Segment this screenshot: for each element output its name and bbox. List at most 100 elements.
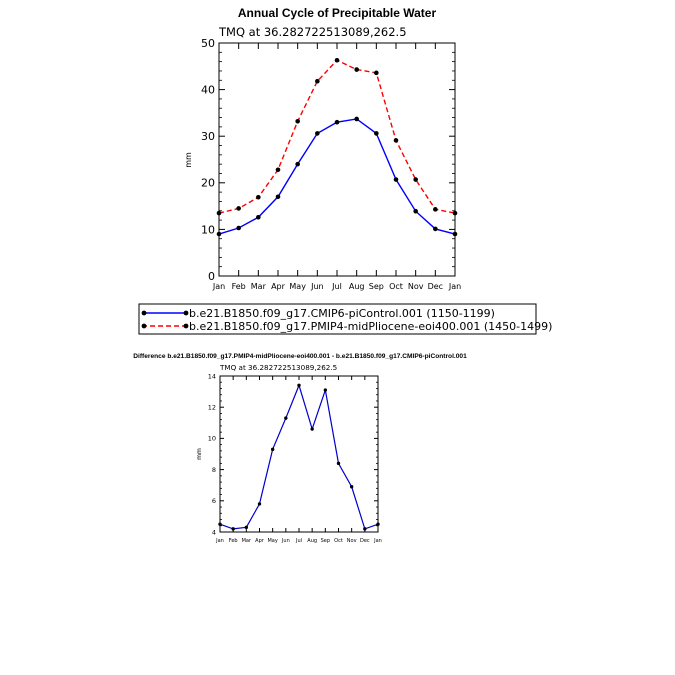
x-tick-label: Oct xyxy=(334,538,343,544)
y-tick-label: 6 xyxy=(212,497,216,505)
y-tick-label: 0 xyxy=(208,270,215,283)
series-0-point xyxy=(393,177,399,182)
x-tick-label: Jan xyxy=(215,538,224,544)
x-tick-label: Jun xyxy=(281,538,290,544)
x-tick-label: Sep xyxy=(321,538,330,544)
bottom-chart-title: Difference b.e21.B1850.f09_g17.PMIP4-mid… xyxy=(133,353,467,360)
top-chart-series xyxy=(216,57,458,237)
top-chart-title: Annual Cycle of Precipitable Water xyxy=(238,6,437,20)
y-tick-label: 10 xyxy=(201,223,215,236)
series-0-point xyxy=(244,525,249,530)
y-tick-label: 30 xyxy=(201,130,215,143)
top-chart-ylabel: mm xyxy=(184,152,193,168)
x-tick-label: Nov xyxy=(408,282,424,291)
series-1-point xyxy=(354,67,359,72)
top-chart-ticks: 0 10 20 30 40 50 Jan Feb Mar Apr May Jun Jul Aug Sep Oc… xyxy=(201,37,461,291)
series-0-point xyxy=(336,461,341,466)
series-line-1 xyxy=(218,59,456,214)
series-0-point xyxy=(256,214,261,220)
series-0-point xyxy=(315,131,320,136)
y-tick-label: 8 xyxy=(212,466,216,474)
series-0-point xyxy=(218,522,222,526)
y-tick-label: 20 xyxy=(201,177,215,190)
series-0-point xyxy=(257,502,262,506)
x-tick-label: Jan xyxy=(212,282,225,291)
series-0-point xyxy=(236,225,241,231)
x-tick-label: Jun xyxy=(310,282,324,291)
legend-marker-pliocene-b xyxy=(183,323,189,329)
y-tick-label: 50 xyxy=(201,37,215,50)
legend: b.e21.B1850.f09_g17.CMIP6-piControl.001 … xyxy=(138,303,552,335)
x-tick-label: Sep xyxy=(369,282,384,291)
x-tick-label: Oct xyxy=(389,282,403,291)
series-0-point xyxy=(231,527,235,531)
bottom-chart-ticks: 4 6 8 10 12 14 Jan Feb Mar Apr May Jun Jul Aug Sep Oct N… xyxy=(208,372,382,544)
series-0-point xyxy=(413,208,418,214)
series-1-point xyxy=(315,78,320,84)
x-tick-label: Feb xyxy=(229,538,238,544)
bottom-chart-subtitle: TMQ at 36.282722513089,262.5 xyxy=(219,363,337,372)
y-tick-label: 14 xyxy=(208,372,216,380)
x-tick-label: Mar xyxy=(242,538,252,544)
legend-label-pliocene: b.e21.B1850.f09_g17.PMIP4-midPliocene-eo… xyxy=(189,320,552,333)
top-chart: Annual Cycle of Precipitable Water TMQ a… xyxy=(184,6,461,291)
x-tick-label: May xyxy=(289,282,306,291)
series-line-0 xyxy=(219,383,379,530)
series-1-point xyxy=(295,118,300,124)
x-tick-label: Feb xyxy=(232,282,246,291)
series-0-point xyxy=(452,231,458,237)
x-tick-label: Dec xyxy=(360,538,370,544)
series-0-point xyxy=(216,231,222,237)
series-1-point xyxy=(256,194,261,200)
x-tick-label: Aug xyxy=(349,282,365,291)
series-1-point xyxy=(413,177,418,182)
series-1-point xyxy=(236,206,241,211)
bottom-chart-series xyxy=(218,383,380,531)
x-tick-label: May xyxy=(267,538,277,544)
x-tick-label: Apr xyxy=(255,538,265,544)
x-tick-label: Dec xyxy=(428,282,443,291)
x-tick-label: Jul xyxy=(295,538,302,544)
legend-marker-pliocene-a xyxy=(141,323,147,329)
y-tick-label: 12 xyxy=(208,403,216,411)
series-0-point xyxy=(297,383,301,388)
series-line-0 xyxy=(218,118,456,235)
legend-marker-control-a xyxy=(141,310,147,316)
series-0-point xyxy=(284,416,288,420)
x-tick-label: Apr xyxy=(271,282,286,291)
series-0-point xyxy=(334,119,340,125)
x-tick-label: Jan xyxy=(448,282,461,291)
legend-label-control: b.e21.B1850.f09_g17.CMIP6-piControl.001 … xyxy=(189,307,495,320)
x-tick-label: Jan xyxy=(373,538,382,544)
series-0-point xyxy=(295,161,300,167)
legend-marker-control-b xyxy=(183,310,189,316)
series-1-point xyxy=(452,210,458,216)
series-0-point xyxy=(323,388,328,392)
x-tick-label: Mar xyxy=(251,282,267,291)
series-0-point xyxy=(363,527,367,531)
series-0-point xyxy=(310,427,314,431)
bottom-chart-ylabel: mm xyxy=(196,448,203,460)
x-tick-label: Nov xyxy=(347,538,357,544)
series-0-point xyxy=(275,194,281,200)
series-1-point xyxy=(393,138,399,143)
top-chart-plot-frame xyxy=(218,42,456,277)
y-tick-label: 4 xyxy=(212,528,216,536)
series-1-point xyxy=(433,207,438,212)
series-0-point xyxy=(433,226,438,232)
top-chart-subtitle: TMQ at 36.282722513089,262.5 xyxy=(218,25,407,39)
y-tick-label: 40 xyxy=(201,83,215,96)
x-tick-label: Aug xyxy=(307,538,317,544)
series-0-point xyxy=(374,131,379,136)
bottom-chart: Difference b.e21.B1850.f09_g17.PMIP4-mid… xyxy=(133,353,467,544)
y-tick-label: 10 xyxy=(208,435,216,443)
series-0-point xyxy=(349,485,354,489)
legend-box xyxy=(138,303,537,335)
bottom-chart-plot-frame xyxy=(219,375,379,533)
series-1-point xyxy=(374,70,379,76)
series-1-point xyxy=(216,210,222,216)
series-1-point xyxy=(334,57,340,63)
series-0-point xyxy=(354,116,359,122)
x-tick-label: Jul xyxy=(331,282,342,291)
